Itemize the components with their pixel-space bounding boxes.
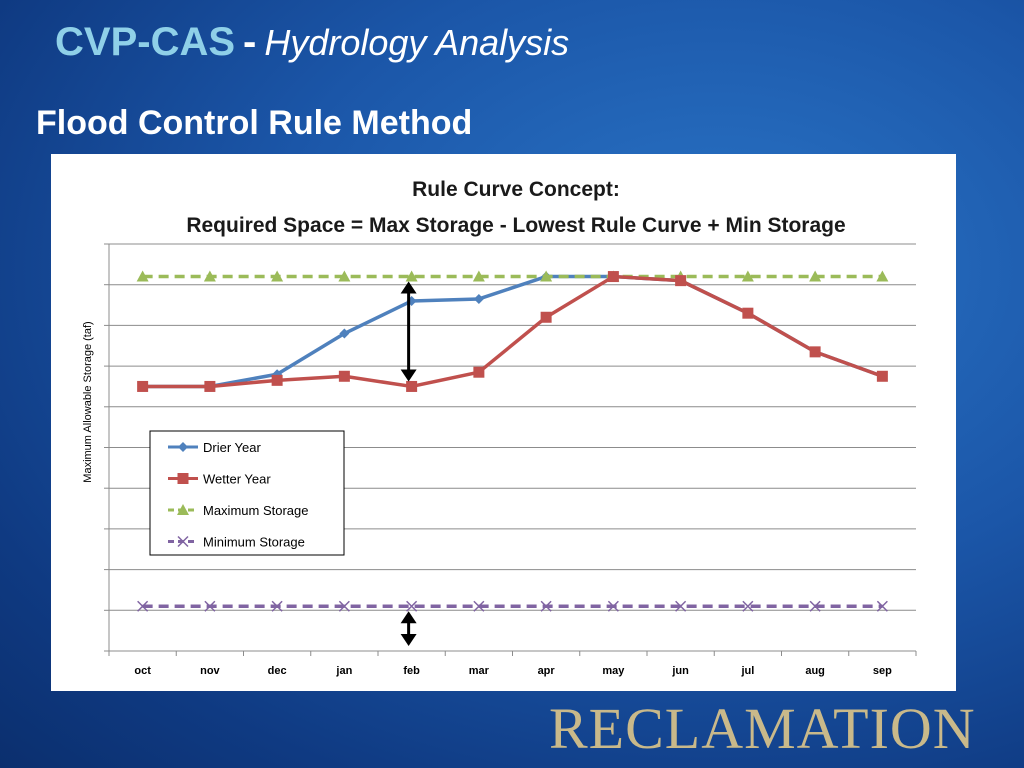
rule-curve-chart: Rule Curve Concept: Required Space = Max… <box>82 178 917 677</box>
slide-subtitle: Hydrology Analysis <box>264 22 570 63</box>
data-point <box>203 270 216 282</box>
series-line <box>142 274 883 389</box>
x-tick-label: dec <box>268 665 287 677</box>
legend-label: Maximum Storage <box>203 503 308 518</box>
x-tick-label: jun <box>671 665 689 677</box>
x-tick-labels: oct nov dec jan feb mar apr may jun jul aug sep <box>134 665 892 677</box>
data-point <box>809 600 821 612</box>
legend-entry: Wetter Year <box>168 472 271 487</box>
series-line <box>142 274 883 389</box>
y-axis-label: Maximum Allowable Storage (taf) <box>82 321 94 482</box>
data-point <box>406 380 418 392</box>
data-point <box>742 307 754 319</box>
series-layer <box>136 270 889 612</box>
annotation-layer <box>400 281 417 646</box>
x-tick-label: apr <box>538 665 556 677</box>
legend-label: Drier Year <box>203 440 261 455</box>
legend-entry: Minimum Storage <box>168 535 305 550</box>
data-point <box>876 600 888 612</box>
data-point <box>177 504 189 515</box>
data-point <box>876 270 889 282</box>
series-drier-year <box>137 271 888 392</box>
data-point <box>473 366 485 378</box>
data-point <box>137 380 149 392</box>
x-tick-label: jan <box>335 665 352 677</box>
legend-label: Wetter Year <box>203 472 271 487</box>
data-point <box>406 600 418 612</box>
data-point <box>271 374 283 386</box>
double-arrow <box>400 281 417 382</box>
x-tick-label: jul <box>740 665 754 677</box>
data-point <box>540 270 553 282</box>
legend-entry: Drier Year <box>168 440 261 455</box>
x-tick-label: mar <box>469 665 490 677</box>
data-point <box>338 370 350 382</box>
data-point <box>178 442 188 452</box>
x-tick-label: oct <box>134 665 151 677</box>
chart-title: Rule Curve Concept: <box>412 178 620 201</box>
x-tick-label: aug <box>805 665 825 677</box>
legend-entry: Maximum Storage <box>168 503 308 518</box>
data-point <box>338 600 350 612</box>
data-point <box>675 275 687 287</box>
data-point <box>741 270 754 282</box>
data-point <box>473 600 485 612</box>
x-tick-label: sep <box>873 665 892 677</box>
data-point <box>675 600 687 612</box>
chart-subtitle: Required Space = Max Storage - Lowest Ru… <box>186 214 845 237</box>
data-point <box>607 600 619 612</box>
data-point <box>338 270 351 282</box>
series-minimum-storage <box>137 600 888 612</box>
legend-box <box>149 430 345 556</box>
data-point <box>809 270 822 282</box>
title-separator: - <box>243 20 257 64</box>
x-tick-label: feb <box>403 665 420 677</box>
reclamation-logo: RECLAMATION <box>549 696 976 761</box>
data-point <box>540 600 552 612</box>
series-maximum-storage <box>136 270 889 282</box>
legend: Drier Year Wetter Year Maximum Storage Mini… <box>149 430 345 556</box>
double-arrow <box>400 611 417 646</box>
data-point <box>472 270 485 282</box>
slide-title-main: CVP-CAS <box>55 20 236 64</box>
x-tick-label: nov <box>200 665 220 677</box>
data-point <box>339 328 350 339</box>
data-point <box>876 370 888 382</box>
series-wetter-year <box>137 271 888 392</box>
arrow-head <box>400 611 417 624</box>
data-point <box>177 473 189 484</box>
data-point <box>742 600 754 612</box>
legend-label: Minimum Storage <box>203 535 305 550</box>
data-point <box>137 600 149 612</box>
data-point <box>204 600 216 612</box>
data-point <box>204 380 216 392</box>
data-point <box>607 271 619 283</box>
data-point <box>473 293 484 304</box>
arrow-head <box>400 281 417 294</box>
arrow-head <box>400 634 417 646</box>
data-point <box>136 270 149 282</box>
axes <box>104 243 917 656</box>
chart-panel: Rule Curve Concept: Required Space = Max… <box>51 154 956 691</box>
arrow-head <box>400 369 417 382</box>
data-point <box>271 270 284 282</box>
data-point <box>271 600 283 612</box>
data-point <box>540 311 552 323</box>
data-point <box>177 535 189 548</box>
slide-title: CVP-CAS - Hydrology Analysis <box>55 20 569 65</box>
data-point <box>809 346 821 358</box>
x-tick-label: may <box>602 665 625 677</box>
section-heading: Flood Control Rule Method <box>36 104 473 142</box>
data-point <box>405 270 418 282</box>
